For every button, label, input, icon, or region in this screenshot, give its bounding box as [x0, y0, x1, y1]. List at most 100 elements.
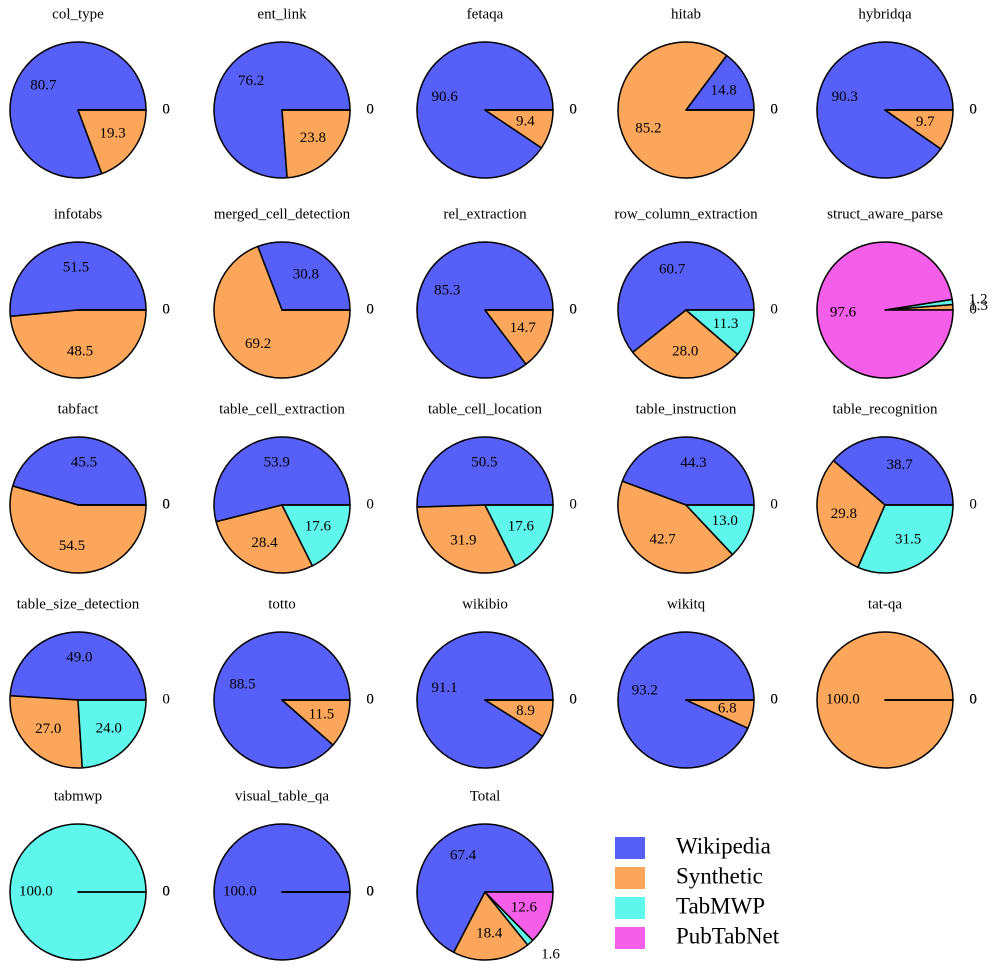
- slice-label: 0: [969, 691, 977, 707]
- slice-label: 0: [770, 496, 778, 512]
- slice-label: 17.6: [305, 519, 332, 535]
- slice-label: 88.5: [229, 677, 255, 693]
- slice-label: 19.3: [100, 125, 126, 141]
- slice-label: 0: [569, 301, 577, 317]
- slice-label: 0: [162, 883, 170, 899]
- slice-label: 51.5: [63, 259, 89, 275]
- slice-label: 53.9: [264, 455, 290, 471]
- slice-label: 0: [366, 691, 374, 707]
- slice-label: 54.5: [59, 538, 85, 554]
- slice-label: 27.0: [35, 721, 61, 737]
- slice-label: 0: [162, 883, 170, 899]
- slice-label: 0: [162, 301, 170, 317]
- slice-label: 0: [969, 691, 977, 707]
- slice-label: 0: [770, 101, 778, 117]
- slice-label: 97.6: [830, 305, 857, 321]
- legend-swatch: [615, 837, 645, 859]
- pie-slice: [257, 241, 351, 311]
- slice-label: 12.6: [511, 900, 538, 916]
- pie-slice: [632, 309, 739, 379]
- pie-slice: [9, 694, 84, 769]
- slice-label: 100.0: [19, 883, 53, 899]
- slice-label: 44.3: [680, 455, 706, 471]
- slice-label: 0: [770, 691, 778, 707]
- pie-slice: [832, 436, 954, 506]
- slice-label: 91.1: [431, 680, 457, 696]
- slice-label: 0: [162, 101, 170, 117]
- slice-label: 6.8: [718, 700, 737, 716]
- slice-label: 0: [569, 691, 577, 707]
- chart-title: merged_cell_detection: [214, 206, 351, 222]
- slice-label: 0: [366, 301, 374, 317]
- pie-slice: [213, 41, 351, 179]
- chart-title: hybridqa: [858, 6, 912, 22]
- slice-label: 0: [366, 496, 374, 512]
- slice-label: 0: [969, 301, 977, 317]
- slice-label: 0: [162, 496, 170, 512]
- pie-slice: [9, 241, 147, 318]
- chart-title: table_cell_extraction: [219, 401, 345, 417]
- slice-label: 90.6: [432, 89, 459, 105]
- pie-slice: [77, 699, 147, 769]
- legend-label: TabMWP: [676, 893, 765, 918]
- chart-title: table_recognition: [833, 401, 938, 417]
- slice-label: 9.4: [516, 114, 535, 130]
- slice-label: 1.6: [541, 946, 560, 962]
- slice-label: 28.0: [672, 344, 698, 360]
- slice-label: 0: [969, 101, 977, 117]
- pie-slice: [213, 436, 351, 523]
- slice-label: 0: [366, 883, 374, 899]
- chart-title: wikibio: [462, 596, 508, 612]
- pie-slice: [452, 891, 529, 961]
- chart-title: ent_link: [257, 6, 307, 22]
- chart-title: struct_aware_parse: [827, 206, 943, 222]
- slice-label: 0: [569, 496, 577, 512]
- slice-label: 31.9: [450, 533, 476, 549]
- pie-slice: [416, 41, 554, 179]
- slice-label: 1.3: [969, 298, 988, 314]
- slice-label: 0: [969, 101, 977, 117]
- slice-label: 0: [569, 101, 577, 117]
- slice-label: 80.7: [30, 77, 57, 93]
- pie-slice: [213, 245, 351, 379]
- pie-slice: [857, 504, 954, 574]
- slice-label: 93.2: [632, 682, 658, 698]
- chart-title: rel_extraction: [443, 206, 527, 222]
- slice-label: 69.2: [245, 336, 271, 352]
- slice-label: 0: [969, 496, 977, 512]
- legend-label: Wikipedia: [676, 833, 771, 858]
- slice-label: 0: [366, 883, 374, 899]
- pie-slice: [621, 436, 755, 506]
- pie-slice: [484, 891, 554, 942]
- chart-title: fetaqa: [467, 6, 504, 22]
- slice-label: 42.7: [650, 532, 677, 548]
- chart-title: table_cell_location: [428, 401, 543, 417]
- pie-slice: [617, 480, 734, 574]
- chart-title: hitab: [671, 6, 701, 22]
- slice-label: 38.7: [887, 457, 914, 473]
- slice-label: 28.4: [251, 535, 278, 551]
- slice-label: 9.7: [916, 114, 935, 130]
- slice-label: 0: [569, 101, 577, 117]
- chart-title: tat-qa: [868, 596, 902, 612]
- slice-label: 0: [162, 101, 170, 117]
- slice-label: 0: [162, 691, 170, 707]
- slice-label: 0: [969, 691, 977, 707]
- slice-label: 0: [162, 496, 170, 512]
- slice-label: 0: [366, 883, 374, 899]
- pie-slice: [215, 504, 314, 574]
- slice-label: 1.2: [969, 291, 988, 307]
- pie-slice: [484, 309, 554, 365]
- slice-label: 0: [770, 691, 778, 707]
- legend-label: Synthetic: [676, 863, 763, 888]
- slice-label: 14.8: [711, 83, 737, 99]
- slice-label: 45.5: [71, 455, 97, 471]
- slice-label: 85.3: [434, 283, 460, 299]
- slice-label: 0: [162, 301, 170, 317]
- chart-title: Total: [470, 788, 501, 804]
- pie-slice: [281, 504, 351, 567]
- slice-label: 0: [366, 301, 374, 317]
- slice-label: 49.0: [66, 649, 92, 665]
- slice-label: 29.8: [831, 506, 857, 522]
